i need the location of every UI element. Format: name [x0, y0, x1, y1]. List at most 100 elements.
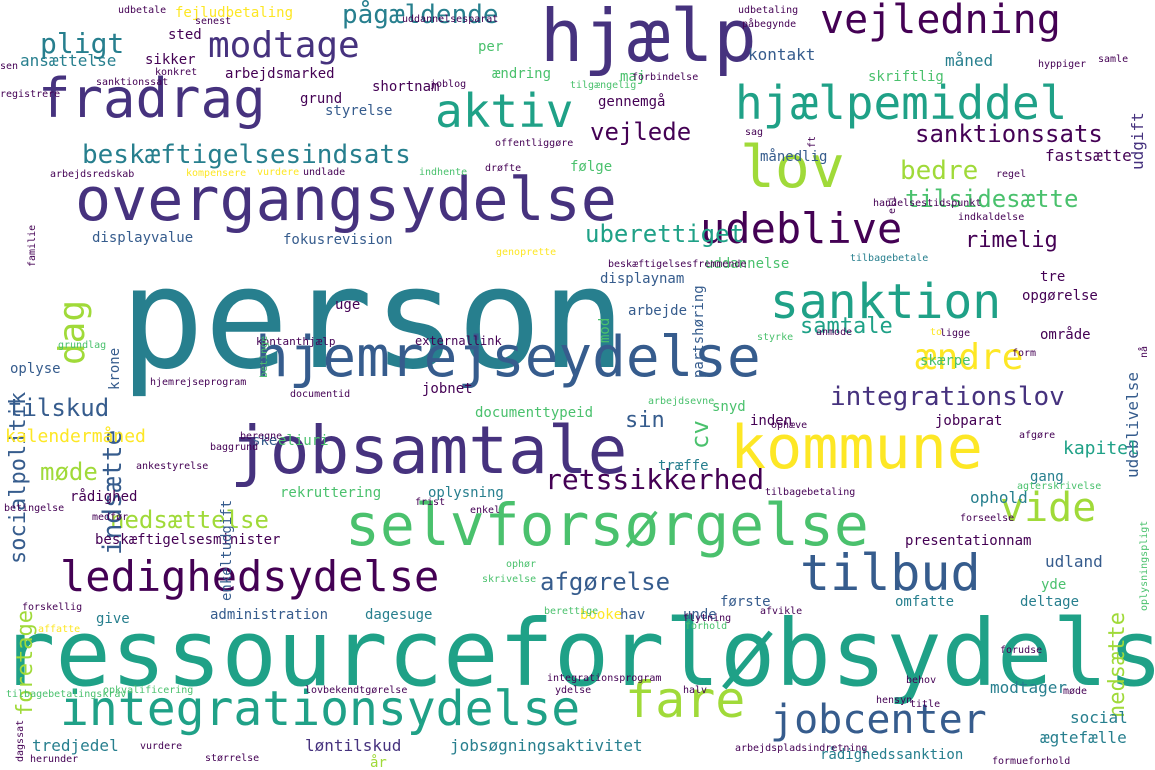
word-sted: sted — [168, 27, 202, 43]
word-drofte: drøfte — [485, 163, 522, 174]
word-lovbekendtgorelse: lovbekendtgørelse — [305, 685, 408, 696]
word-udland: udland — [1045, 552, 1103, 571]
word-joblog: joblog — [430, 79, 467, 90]
word-folge: følge — [570, 159, 613, 175]
word-booke: booke — [580, 607, 623, 623]
word-pligt: pligt — [40, 27, 125, 60]
word-vurdere: vurdere — [257, 167, 300, 178]
word-gennemga: gennemgå — [598, 94, 666, 110]
word-per: per — [478, 39, 504, 55]
word-sikker: sikker — [145, 52, 196, 68]
word-beskaeftigelsesfremmende: beskæftigelsesfremmende — [608, 259, 747, 270]
word-tre: tre — [1040, 269, 1066, 285]
word-kapitel: kapitel — [1063, 438, 1139, 459]
word-tilgaengelig: tilgængelig — [570, 80, 637, 91]
word-formueforhold: formueforhold — [992, 756, 1071, 767]
word-omrade: område — [1040, 327, 1091, 343]
word-vejlede: vejlede — [590, 118, 692, 146]
word-partshoring: partshøring — [691, 285, 707, 378]
word-kompensere: kompensere — [186, 168, 247, 179]
word-opkvalificering: opkvalificering — [103, 685, 194, 696]
word-hjaelpemiddel: hjælpemiddel — [735, 76, 1068, 130]
word-tilbud: tilbud — [800, 544, 981, 602]
word-udeblive: udeblive — [700, 204, 903, 253]
word-ophold: ophold — [970, 488, 1028, 507]
word-genoprette: genoprette — [496, 247, 557, 258]
word-fradrag: fradrag — [38, 67, 266, 130]
word-displaynam: displaynam — [600, 271, 685, 287]
word-documentid: documentid — [290, 389, 351, 400]
word-jobsamtale: jobsamtale — [230, 412, 628, 489]
word-udbetaling: udbetaling — [738, 5, 799, 16]
word-nedsaettelse: nedsættelse — [110, 506, 269, 534]
word-manedlig: månedlig — [760, 149, 828, 165]
word-senest: senest — [195, 16, 232, 27]
word-uberettiget: uberettiget — [585, 220, 744, 248]
word-eliuri: eliuri — [278, 433, 329, 449]
word-grundlag: grundlag — [58, 340, 107, 351]
word-displayvalue: displayvalue — [92, 230, 194, 246]
word-to: to — [930, 327, 943, 338]
word-krone: krone — [107, 347, 123, 390]
word-frist: frist — [415, 497, 446, 508]
word-rekruttering: rekruttering — [280, 485, 382, 501]
word-forskellig: forskellig — [22, 602, 83, 613]
word-social: social — [1070, 708, 1128, 727]
word-radighed: rådighed — [70, 489, 138, 505]
word-person: person — [120, 238, 626, 401]
word-halv: halv — [683, 685, 708, 696]
word-skaerpe: skærpe — [920, 353, 971, 369]
word-shortnam: shortnam — [372, 79, 440, 95]
word-modtage: modtage — [208, 25, 360, 66]
word-kontanthjaelp: kontanthjælp — [256, 335, 336, 348]
word-sin: sin — [625, 408, 665, 433]
word-cv: cv — [686, 420, 714, 449]
word-hav: hav — [620, 607, 646, 623]
word-jobcenter: jobcenter — [770, 697, 987, 743]
word-uge: uge — [335, 297, 361, 313]
word-affatte: affatte — [38, 624, 81, 635]
word-familie: familie — [27, 224, 38, 267]
word-skriftlig: skriftlig — [868, 69, 944, 85]
word-kontakt: kontakt — [748, 45, 816, 64]
word-jobsogningsaktivitet: jobsøgningsaktivitet — [450, 736, 643, 755]
word-integrationsprogram: integrationsprogram — [547, 673, 662, 684]
word-nedsaette: nedsætte — [1105, 612, 1130, 718]
word-pagaeldende: pågældende — [342, 0, 499, 30]
word-behov: behov — [906, 675, 937, 686]
word-indkaldelse: indkaldelse — [958, 212, 1025, 223]
word-mod: mod — [597, 317, 613, 343]
word-documenttypeid: documenttypeid — [475, 405, 594, 421]
word-kalendermaned: kalendermåned — [5, 426, 146, 447]
word-beskaeftigelsesminister: beskæftigelsesminister — [95, 532, 281, 548]
word-styrke: styrke — [757, 332, 794, 343]
word-afgorelse: afgørelse — [540, 568, 671, 596]
word-integrationslov: integrationslov — [830, 382, 1065, 412]
word-deltage: deltage — [1020, 594, 1080, 610]
word-forste: første — [720, 594, 771, 610]
word-fare: fare — [625, 671, 746, 729]
word-arbejdspladsindretning: arbejdspladsindretning — [735, 743, 868, 754]
word-oplysningspligt: oplysningspligt — [1139, 520, 1150, 611]
word-jobparat: jobparat — [935, 413, 1003, 429]
word-sanktionssat: sanktionssat — [96, 77, 169, 88]
word-jobnet: jobnet — [422, 381, 473, 397]
word-ydelse: ydelse — [555, 685, 592, 696]
word-pabegynde: påbegynde — [742, 19, 797, 30]
word-sanktionssats: sanktionssats — [915, 120, 1103, 148]
word-forhold: forhold — [685, 621, 728, 632]
word-mode: møde — [1063, 686, 1088, 697]
word-ft: ft — [807, 135, 818, 148]
word-tredjedel: tredjedel — [32, 736, 119, 755]
word-samle: samle — [1098, 54, 1129, 65]
word-samtale: samtale — [800, 314, 893, 339]
word-fokusrevision: fokusrevision — [283, 232, 393, 248]
word-aendring: ændring — [492, 66, 552, 82]
word-indhente: indhente — [419, 167, 468, 178]
word-styrelse: styrelse — [325, 103, 393, 119]
word-dag: dag — [52, 299, 93, 365]
word-anmode: anmode — [816, 327, 853, 338]
word-form: form — [1012, 348, 1037, 359]
word-ansaettelse: ansættelse — [20, 51, 117, 70]
word-betingelse: betingelse — [4, 503, 65, 514]
